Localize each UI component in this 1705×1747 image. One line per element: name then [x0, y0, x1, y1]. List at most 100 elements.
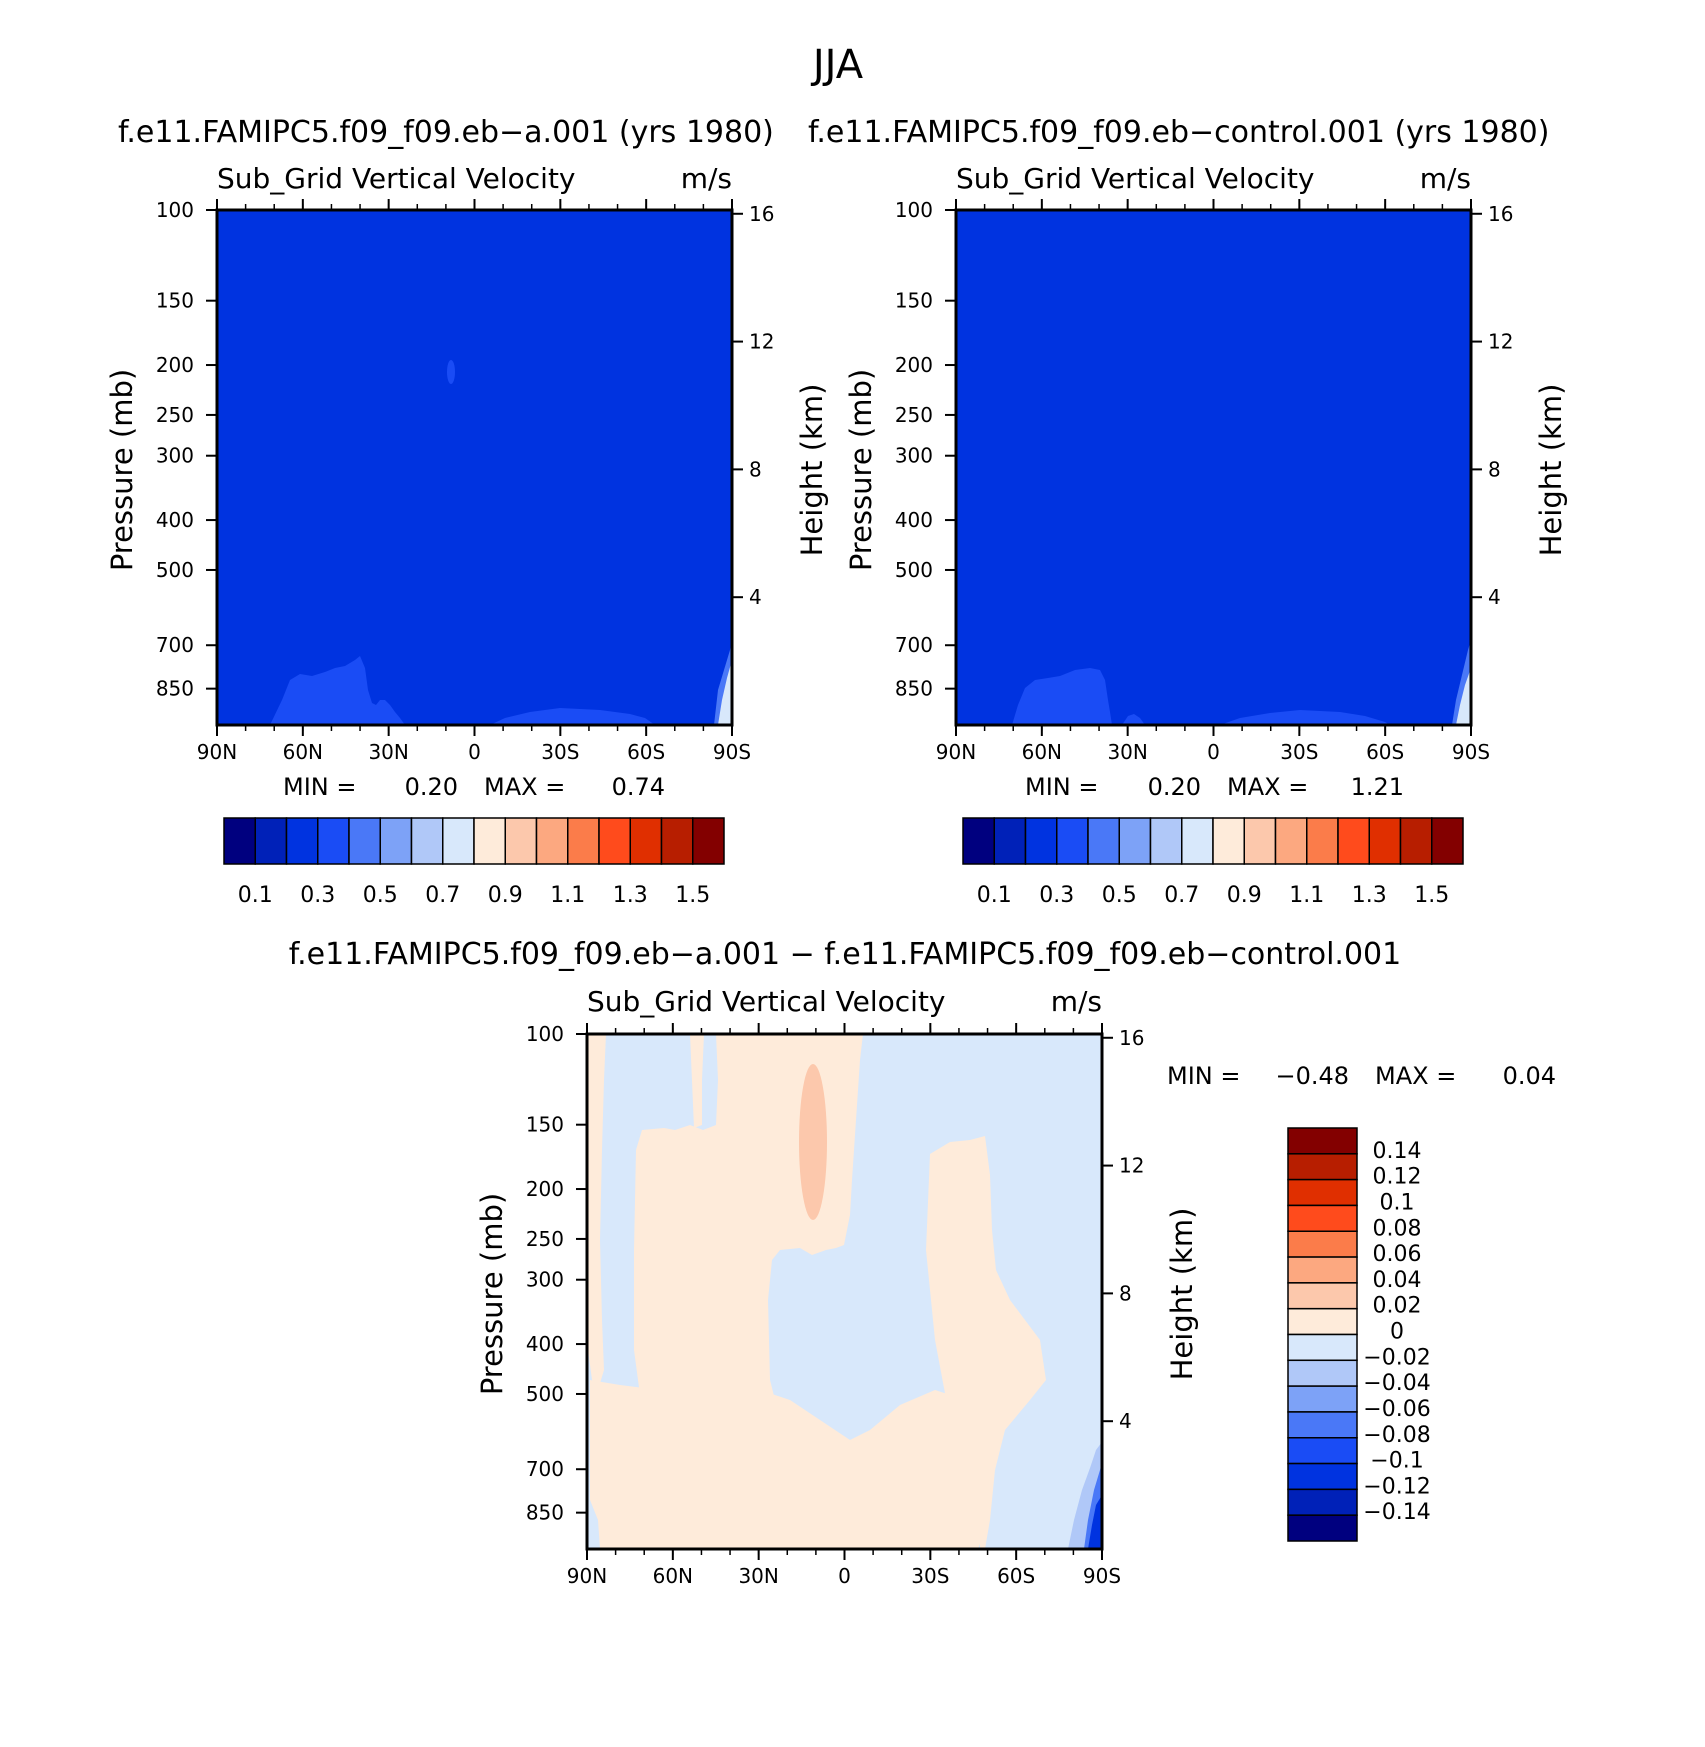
y-tick-label: 250 [895, 403, 933, 427]
colorbar-label: −0.06 [1363, 1397, 1430, 1422]
colorbar-box [1399, 817, 1433, 865]
panel-b-min-value: 0.20 [1148, 773, 1201, 801]
y-tick-label: 250 [156, 403, 194, 427]
panel-b-background-fill [956, 210, 1471, 725]
colorbar-label: 0.7 [425, 883, 460, 908]
colorbar-box [692, 817, 725, 865]
x-tick-label: 60S [997, 1564, 1035, 1588]
colorbar-label: −0.08 [1363, 1423, 1430, 1448]
panel-c-field [587, 1034, 1102, 1549]
y-tick-label: 700 [156, 633, 194, 657]
panel-a-colorbar: 0.1 0.3 0.5 0.7 0.9 1.1 1.3 1.5 [223, 817, 725, 908]
y-tick-label: 700 [526, 1457, 564, 1481]
colorbar-label: 0.1 [1380, 1190, 1415, 1215]
panel-b-field [956, 210, 1471, 725]
x-tick-label: 0 [838, 1564, 851, 1588]
panel-b-colorbar: 0.1 0.3 0.5 0.7 0.9 1.1 1.3 1.5 [962, 817, 1464, 908]
panel-b-min-label: MIN = [1025, 773, 1098, 801]
y-tick-label: 300 [895, 444, 933, 468]
colorbar-box [1287, 1385, 1358, 1413]
colorbar-box [1287, 1282, 1358, 1310]
y-tick-label: 300 [526, 1268, 564, 1292]
y-tick-label: 100 [895, 198, 933, 222]
colorbar-label: 0.08 [1373, 1216, 1422, 1241]
panel-a-y2label: Height (km) [795, 384, 829, 557]
colorbar-box [410, 817, 444, 865]
panel-c-positive-contour [598, 1034, 863, 1480]
y-tick-label: 150 [526, 1113, 564, 1137]
y-tick-label: 400 [895, 508, 933, 532]
x-tick-label: 90S [1083, 1564, 1121, 1588]
colorbar-box [1287, 1437, 1358, 1465]
y2-tick-label: 16 [1488, 202, 1513, 226]
panel-b-y2label: Height (km) [1534, 384, 1568, 557]
colorbar-label: 0.12 [1373, 1165, 1422, 1190]
colorbar-label: 1.3 [1352, 883, 1387, 908]
x-tick-label: 30S [911, 1564, 949, 1588]
colorbar-box [1024, 817, 1058, 865]
colorbar-label: 0.04 [1373, 1268, 1422, 1293]
panel-c-ylabel: Pressure (mb) [475, 1193, 509, 1395]
y-tick-label: 500 [156, 558, 194, 582]
colorbar-label: 0.1 [977, 883, 1012, 908]
colorbar-label: 1.5 [1414, 883, 1449, 908]
colorbar-label: 1.3 [613, 883, 648, 908]
panel-b-ticks: 90N 60N 30N 0 30S 60S 90S 100 150 200 250 300 400 500… [895, 198, 1514, 764]
colorbar-label: 0.1 [238, 883, 273, 908]
colorbar-box [348, 817, 381, 865]
y2-tick-label: 8 [1488, 457, 1501, 481]
panel-a-min-value: 0.20 [405, 773, 458, 801]
colorbar-box [1287, 1178, 1358, 1207]
y2-tick-label: 12 [1488, 330, 1513, 354]
x-tick-label: 60S [627, 740, 665, 764]
y2-tick-label: 8 [1119, 1281, 1132, 1305]
panel-a-lowlevel-contour [490, 708, 655, 725]
colorbar-box [629, 817, 663, 865]
panel-c-positive-contour [590, 1380, 990, 1549]
x-tick-label: 90S [1452, 740, 1490, 764]
x-tick-label: 30S [541, 740, 579, 764]
colorbar-label: 1.1 [550, 883, 585, 908]
x-tick-label: 90N [936, 740, 976, 764]
colorbar-box [1243, 817, 1277, 865]
panel-a-field [217, 210, 732, 725]
colorbar-box [1212, 817, 1245, 865]
panel-b-left-string: Sub_Grid Vertical Velocity [956, 162, 1315, 195]
panel-c-ticks: 90N 60N 30N 0 30S 60S 90S 100 150 200 250 300 400 500… [526, 1022, 1145, 1588]
panel-a-max-value: 0.74 [612, 773, 665, 801]
panel-c-positive-contour [926, 1136, 1046, 1549]
colorbar-box [962, 817, 995, 865]
panel-a-lowlevel-contour [270, 656, 405, 725]
x-tick-label: 60S [1366, 740, 1404, 764]
panel-c-min-label: MIN = [1167, 1062, 1240, 1090]
panel-b-max-value: 1.21 [1351, 773, 1404, 801]
colorbar-box [504, 817, 538, 865]
panel-c-min-value: −0.48 [1275, 1062, 1349, 1090]
colorbar-label: 0.5 [363, 883, 398, 908]
colorbar-box [1287, 1204, 1358, 1232]
panel-c-max-label: MAX = [1375, 1062, 1456, 1090]
panel-a-units: m/s [681, 162, 732, 195]
colorbar-label: 0.3 [1039, 883, 1074, 908]
colorbar-box [1287, 1256, 1358, 1284]
x-tick-label: 60N [1022, 740, 1062, 764]
y-tick-label: 400 [526, 1332, 564, 1356]
y-tick-label: 150 [895, 289, 933, 313]
colorbar-box [1287, 1514, 1358, 1542]
colorbar-box [1287, 1333, 1358, 1362]
x-tick-label: 0 [468, 740, 481, 764]
panel-a-title: f.e11.FAMIPC5.f09_f09.eb−a.001 (yrs 1980… [118, 115, 774, 150]
y-tick-label: 300 [156, 444, 194, 468]
y2-tick-label: 16 [1119, 1026, 1144, 1050]
y-tick-label: 200 [526, 1177, 564, 1201]
y-tick-label: 500 [895, 558, 933, 582]
colorbar-label: −0.02 [1363, 1345, 1430, 1370]
panel-a-min-label: MIN = [283, 773, 356, 801]
panel-c-colorbar: 0.140.120.10.080.060.040.020−0.02−0.04−0… [1287, 1127, 1431, 1542]
colorbar-label: 0.7 [1164, 883, 1199, 908]
colorbar-label: −0.14 [1363, 1500, 1430, 1525]
y2-tick-label: 12 [749, 330, 774, 354]
y-tick-label: 100 [526, 1022, 564, 1046]
y-tick-label: 400 [156, 508, 194, 532]
